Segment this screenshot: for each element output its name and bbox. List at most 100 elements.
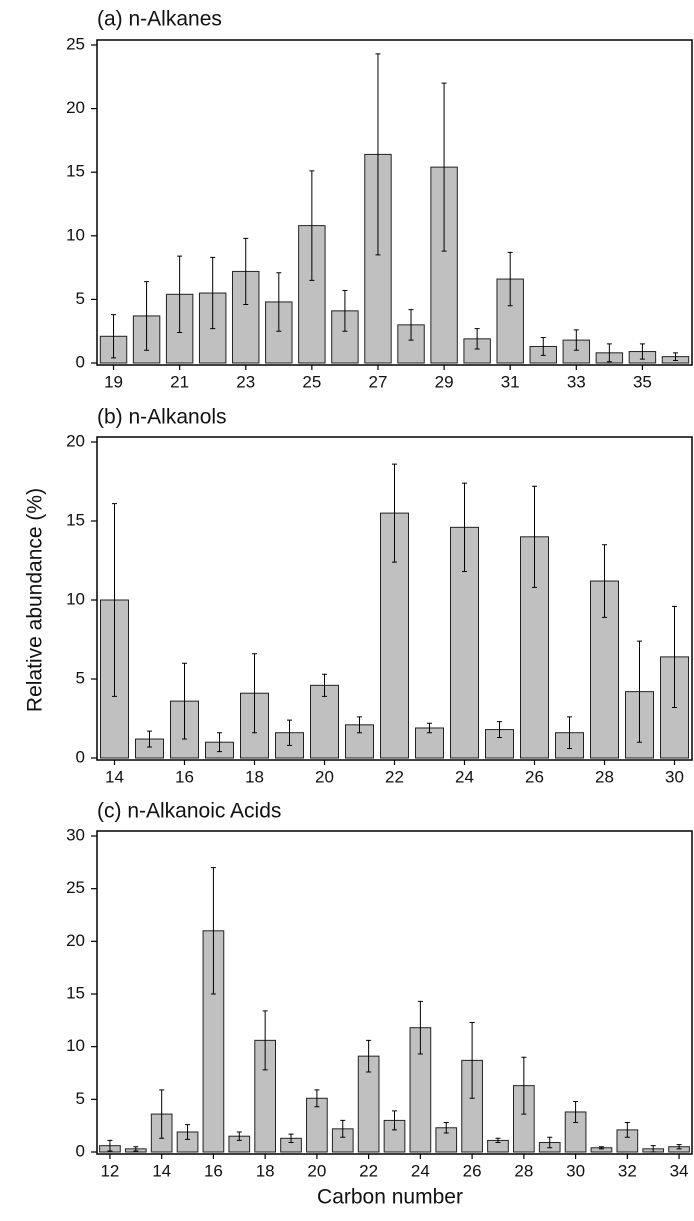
x-tick-label: 31 — [501, 372, 520, 391]
y-tick-label: 20 — [66, 98, 85, 117]
error-bar — [495, 1137, 501, 1144]
y-tick-label: 10 — [66, 225, 85, 244]
x-tick-label: 18 — [245, 767, 264, 786]
x-tick-label: 12 — [100, 1161, 119, 1180]
error-bar — [567, 716, 572, 750]
plot-frame — [96, 436, 693, 761]
error-bar — [637, 640, 642, 743]
error-bar — [462, 482, 467, 573]
error-bar — [606, 343, 612, 363]
error-bar — [547, 1136, 553, 1149]
error-bar — [322, 673, 327, 697]
x-axis-label: Carbon number — [317, 1186, 463, 1209]
error-bar — [602, 544, 607, 618]
x-tick-label: 24 — [455, 767, 474, 786]
plot-frame — [96, 39, 693, 366]
x-tick-label: 30 — [566, 1161, 585, 1180]
y-tick-label: 0 — [76, 352, 85, 371]
error-bar — [521, 1056, 527, 1115]
x-tick-label: 19 — [104, 372, 123, 391]
x-tick-label: 14 — [152, 1161, 171, 1180]
error-bar — [392, 1110, 397, 1131]
x-tick-label: 30 — [665, 767, 684, 786]
error-bar — [573, 1100, 579, 1124]
error-bar — [262, 1010, 268, 1071]
y-tick-label: 10 — [66, 1036, 85, 1055]
x-tick-label: 22 — [359, 1161, 378, 1180]
x-tick-label: 16 — [204, 1161, 223, 1180]
error-bar — [210, 867, 216, 995]
error-bar — [650, 1145, 656, 1153]
error-bar — [497, 721, 502, 738]
x-tick-label: 20 — [307, 1161, 326, 1180]
x-tick-label: 28 — [514, 1161, 533, 1180]
error-bar — [276, 272, 282, 332]
x-tick-label: 16 — [175, 767, 194, 786]
error-bar — [112, 503, 117, 697]
y-tick-label: 25 — [66, 878, 85, 897]
error-bar — [474, 328, 480, 350]
error-bar — [375, 53, 381, 256]
error-bar — [573, 329, 579, 351]
y-tick-label: 15 — [66, 983, 85, 1002]
error-bar — [357, 716, 362, 734]
error-bar — [133, 1146, 139, 1152]
error-bar — [147, 730, 152, 748]
chart-title: (c) n-Alkanoic Acids — [97, 800, 281, 823]
x-tick-label: 18 — [256, 1161, 275, 1180]
error-bar — [144, 281, 150, 351]
plot-frame — [96, 830, 693, 1155]
error-bar — [111, 314, 117, 359]
x-tick-label: 29 — [435, 372, 454, 391]
error-bar — [427, 722, 432, 734]
bar — [463, 338, 491, 364]
error-bar — [287, 719, 292, 746]
y-tick-label: 15 — [66, 510, 85, 529]
chart-title: (a) n-Alkanes — [97, 8, 222, 31]
error-bar — [366, 1039, 372, 1073]
y-tick-label: 15 — [66, 162, 85, 181]
x-tick-label: 24 — [411, 1161, 430, 1180]
y-tick-label: 20 — [66, 431, 85, 450]
x-tick-label: 32 — [618, 1161, 637, 1180]
x-tick-label: 35 — [633, 372, 652, 391]
error-bar — [676, 1144, 682, 1150]
error-bar — [243, 237, 249, 305]
error-bar — [177, 255, 183, 333]
error-bar — [598, 1146, 604, 1150]
error-bar — [443, 1122, 449, 1134]
y-tick-label: 20 — [66, 931, 85, 950]
x-tick-label: 34 — [670, 1161, 689, 1180]
x-tick-label: 26 — [463, 1161, 482, 1180]
x-tick-label: 22 — [385, 767, 404, 786]
bar — [298, 225, 326, 364]
x-tick-label: 27 — [369, 372, 388, 391]
bar — [310, 684, 339, 759]
x-tick-label: 25 — [302, 372, 321, 391]
error-bar — [236, 1131, 242, 1141]
y-tick-label: 0 — [76, 1141, 85, 1160]
x-tick-label: 23 — [236, 372, 255, 391]
error-bar — [340, 1119, 346, 1138]
error-bar — [288, 1133, 294, 1144]
error-bar — [540, 337, 546, 356]
error-bar — [107, 1139, 113, 1152]
error-bar — [672, 352, 678, 361]
y-axis-label: Relative abundance (%) — [24, 488, 47, 712]
error-bar — [392, 463, 397, 563]
error-bar — [159, 1089, 165, 1139]
y-tick-label: 25 — [66, 34, 85, 53]
x-tick-label: 14 — [105, 767, 124, 786]
x-tick-label: 33 — [567, 372, 586, 391]
x-tick-label: 21 — [170, 372, 189, 391]
x-tick-label: 20 — [315, 767, 334, 786]
error-bar — [252, 653, 257, 734]
error-bar — [507, 251, 513, 307]
y-tick-label: 5 — [76, 1089, 85, 1108]
error-bar — [408, 309, 414, 341]
y-tick-label: 5 — [76, 289, 85, 308]
y-tick-label: 10 — [66, 589, 85, 608]
error-bar — [185, 1124, 191, 1140]
error-bar — [532, 485, 537, 588]
